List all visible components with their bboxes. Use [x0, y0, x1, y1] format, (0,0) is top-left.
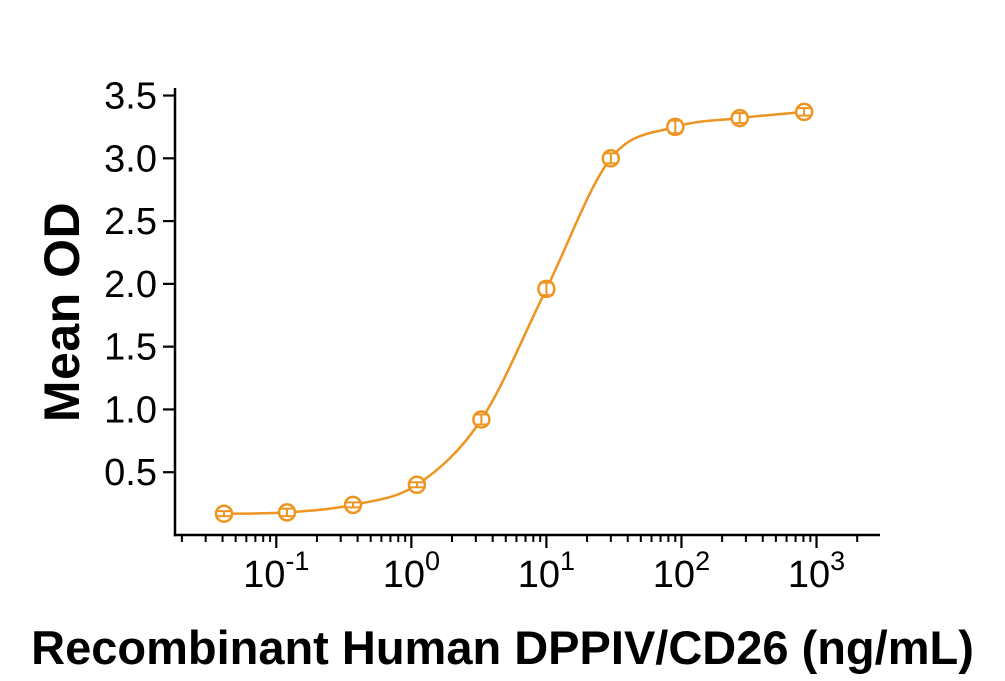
x-tick-label: 102 — [653, 546, 710, 596]
y-tick-label: 1.5 — [104, 327, 157, 369]
y-tick-label: 2.5 — [104, 201, 157, 243]
x-tick-label: 101 — [518, 546, 575, 596]
y-tick-label: 3.5 — [104, 76, 157, 118]
fit-curve — [223, 110, 805, 515]
y-tick-label: 3.0 — [104, 138, 157, 180]
x-tick-label: 103 — [788, 546, 845, 596]
x-tick-label: 100 — [383, 546, 440, 596]
y-tick-label: 0.5 — [104, 452, 157, 494]
y-tick-label: 1.0 — [104, 389, 157, 431]
x-tick-label: 10-1 — [243, 546, 309, 596]
x-axis-title: Recombinant Human DPPIV/CD26 (ng/mL) — [31, 621, 974, 674]
y-tick-label: 2.0 — [104, 264, 157, 306]
y-axis-title: Mean OD — [34, 201, 90, 423]
